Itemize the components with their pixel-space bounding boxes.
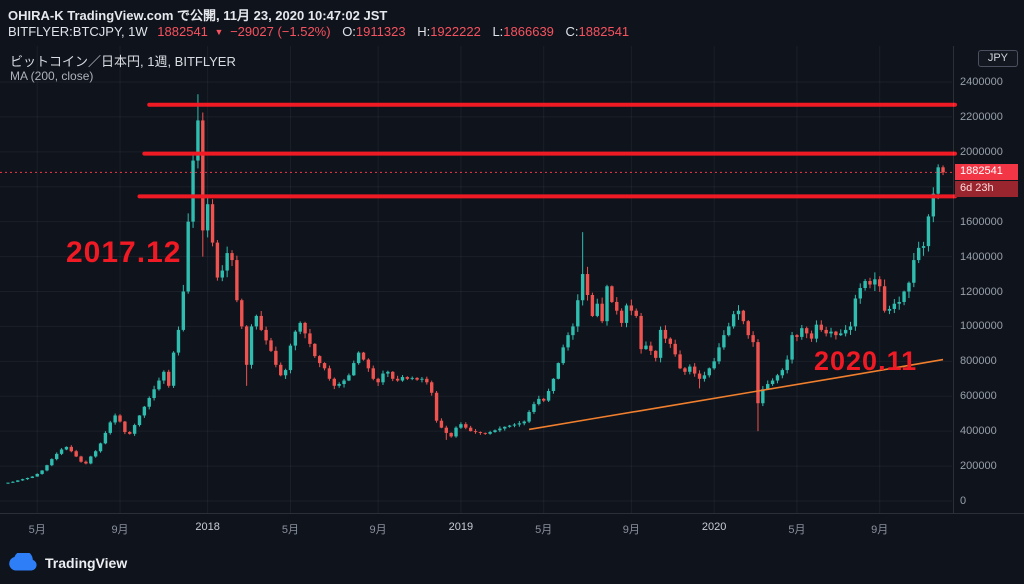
tradingview-logo[interactable]: TradingView bbox=[8, 553, 127, 572]
open-value: 1911323 bbox=[355, 24, 406, 39]
time-axis-label: 2020 bbox=[701, 521, 727, 533]
price-axis-label: 400000 bbox=[960, 425, 997, 438]
time-axis-label: 5月 bbox=[535, 524, 553, 536]
time-axis-label: 9月 bbox=[622, 524, 640, 536]
pane-legend-ma[interactable]: MA (200, close) bbox=[10, 69, 94, 83]
price-axis-label: 600000 bbox=[960, 390, 997, 403]
time-axis-label: 5月 bbox=[281, 524, 300, 536]
time-axis-label: 5月 bbox=[788, 524, 806, 536]
price-axis-label: 2200000 bbox=[960, 110, 1003, 123]
price-change: −29027 (−1.52%) bbox=[230, 24, 331, 39]
price-axis-label: 1000000 bbox=[960, 320, 1003, 333]
publish-info: OHIRA-K TradingView.com で公開, 11月 23, 202… bbox=[8, 8, 388, 23]
price-axis-label: 1400000 bbox=[960, 250, 1003, 263]
symbol-info-row: BITFLYER:BTCJPY, 1W 1882541 ▼ −29027 (−1… bbox=[8, 24, 629, 39]
time-axis-label: 2018 bbox=[195, 521, 220, 533]
currency-button[interactable]: JPY bbox=[977, 50, 1018, 67]
price-down-icon: ▼ bbox=[214, 27, 224, 37]
cloud-logo-icon bbox=[9, 553, 37, 571]
last-price: 1882541 bbox=[157, 24, 208, 39]
low-label: L: bbox=[492, 24, 504, 39]
countdown-badge: 6d 23h bbox=[955, 181, 1018, 198]
price-axis-label: 0 bbox=[960, 495, 967, 507]
close-value: 1882541 bbox=[578, 24, 630, 39]
chart-annotation[interactable]: 2020.11 bbox=[814, 346, 918, 376]
time-axis-label: 2019 bbox=[448, 521, 474, 533]
time-axis[interactable]: 5月 9月 2018 5月 9月 2019 5月 9月 2020 5月 9月 bbox=[0, 513, 1024, 541]
time-axis-label: 9月 bbox=[369, 524, 387, 536]
high-label: H: bbox=[417, 24, 431, 39]
price-axis[interactable]: JPY 1882541 6d 23h 0 200000 400000 600000 80… bbox=[953, 46, 1024, 513]
high-value: 1922222 bbox=[430, 24, 481, 39]
price-axis-label: 1600000 bbox=[960, 215, 1003, 228]
low-value: 1866639 bbox=[503, 24, 554, 39]
price-axis-label: 200000 bbox=[960, 460, 997, 473]
chart-annotation[interactable]: 2017.12 bbox=[66, 236, 182, 269]
header: OHIRA-K TradingView.com で公開, 11月 23, 202… bbox=[0, 0, 1024, 46]
price-axis-label: 1200000 bbox=[960, 285, 1003, 298]
price-badge: 1882541 bbox=[955, 164, 1018, 181]
symbol-name[interactable]: BITFLYER:BTCJPY, 1W bbox=[8, 24, 148, 39]
time-axis-label: 9月 bbox=[111, 524, 129, 536]
pane-legend-symbol[interactable]: ビットコイン／日本円, 1週, BITFLYER bbox=[10, 54, 236, 69]
time-axis-label: 9月 bbox=[871, 524, 889, 536]
price-axis-label: 2400000 bbox=[960, 76, 1003, 88]
time-axis-label: 5月 bbox=[28, 524, 46, 536]
brand-name: TradingView bbox=[45, 554, 128, 571]
close-label: C: bbox=[565, 24, 579, 39]
price-axis-label: 800000 bbox=[960, 355, 997, 368]
price-axis-label: 2000000 bbox=[960, 145, 1003, 158]
open-label: O: bbox=[342, 24, 356, 39]
